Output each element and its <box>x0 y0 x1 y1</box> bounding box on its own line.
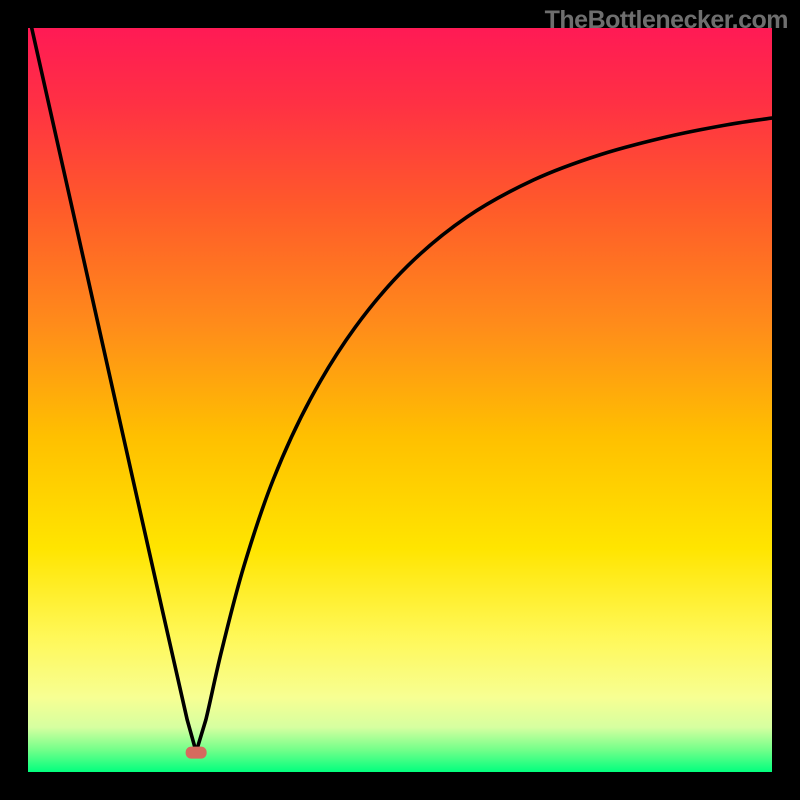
optimum-marker <box>186 747 207 759</box>
chart-container: TheBottlenecker.com <box>0 0 800 800</box>
chart-svg <box>0 0 800 800</box>
watermark-text: TheBottlenecker.com <box>545 6 788 35</box>
